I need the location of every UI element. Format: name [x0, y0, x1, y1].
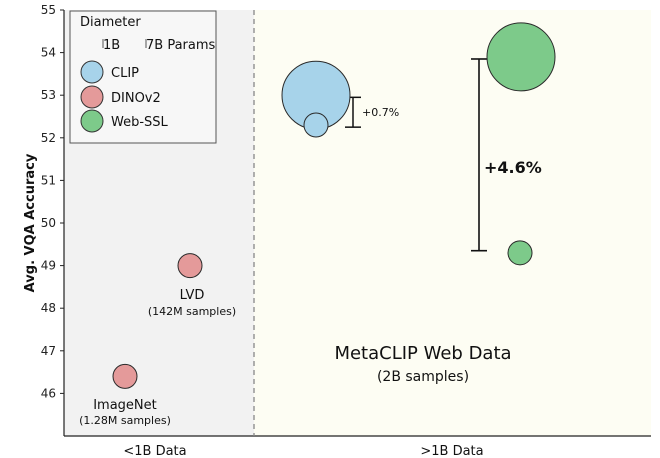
legend-marker-dinov2	[80, 85, 104, 109]
y-tick-label: 53	[41, 88, 56, 102]
point-sublabel-imagenet: (1.28M samples)	[79, 414, 171, 427]
region-title: MetaCLIP Web Data	[334, 343, 511, 364]
y-tick-label: 54	[41, 46, 56, 60]
y-tick-label: 49	[41, 259, 56, 273]
y-ticks: 46 47 48 49 50 51 52 53 54 55	[41, 3, 64, 400]
bubble-webssl-small	[507, 240, 533, 266]
legend-label-webssl: Web-SSL	[111, 115, 169, 130]
legend: Diameter 1B 7B Params CLIP DINOv2 Web-SS…	[69, 10, 217, 144]
clip-gain-label: +0.7%	[362, 106, 399, 119]
legend-label-dinov2: DINOv2	[111, 91, 161, 106]
bubble-clip-small	[303, 112, 329, 138]
y-tick-label: 51	[41, 173, 56, 187]
point-sublabel-lvd: (142M samples)	[148, 305, 236, 318]
y-tick-label: 46	[41, 386, 56, 400]
legend-size-label-1b: 1B	[103, 38, 120, 53]
legend-size-label-7b: 7B Params	[146, 38, 216, 53]
legend-marker-webssl	[80, 109, 104, 133]
bubble-dinov2-small	[177, 253, 203, 279]
point-label-lvd: LVD	[180, 288, 205, 303]
y-tick-label: 48	[41, 301, 56, 315]
region-label-small-data: <1B Data	[123, 444, 186, 458]
y-axis-title: Avg. VQA Accuracy	[23, 153, 38, 292]
y-tick-label: 55	[41, 3, 56, 17]
bubble-dinov2-small	[112, 363, 138, 389]
point-label-imagenet: ImageNet	[93, 398, 157, 413]
legend-marker-clip	[80, 60, 104, 84]
region-subtitle: (2B samples)	[377, 369, 469, 385]
bubble-webssl-large	[486, 22, 556, 92]
y-tick-label: 50	[41, 216, 56, 230]
webssl-gain-label: +4.6%	[484, 158, 542, 177]
webssl-gain-bracket	[471, 58, 487, 252]
y-tick-label: 47	[41, 344, 56, 358]
region-label-large-data: >1B Data	[420, 444, 483, 458]
legend-title: Diameter	[80, 15, 141, 30]
y-tick-label: 52	[41, 131, 56, 145]
legend-label-clip: CLIP	[111, 66, 139, 81]
bubbles-layer	[112, 22, 556, 389]
